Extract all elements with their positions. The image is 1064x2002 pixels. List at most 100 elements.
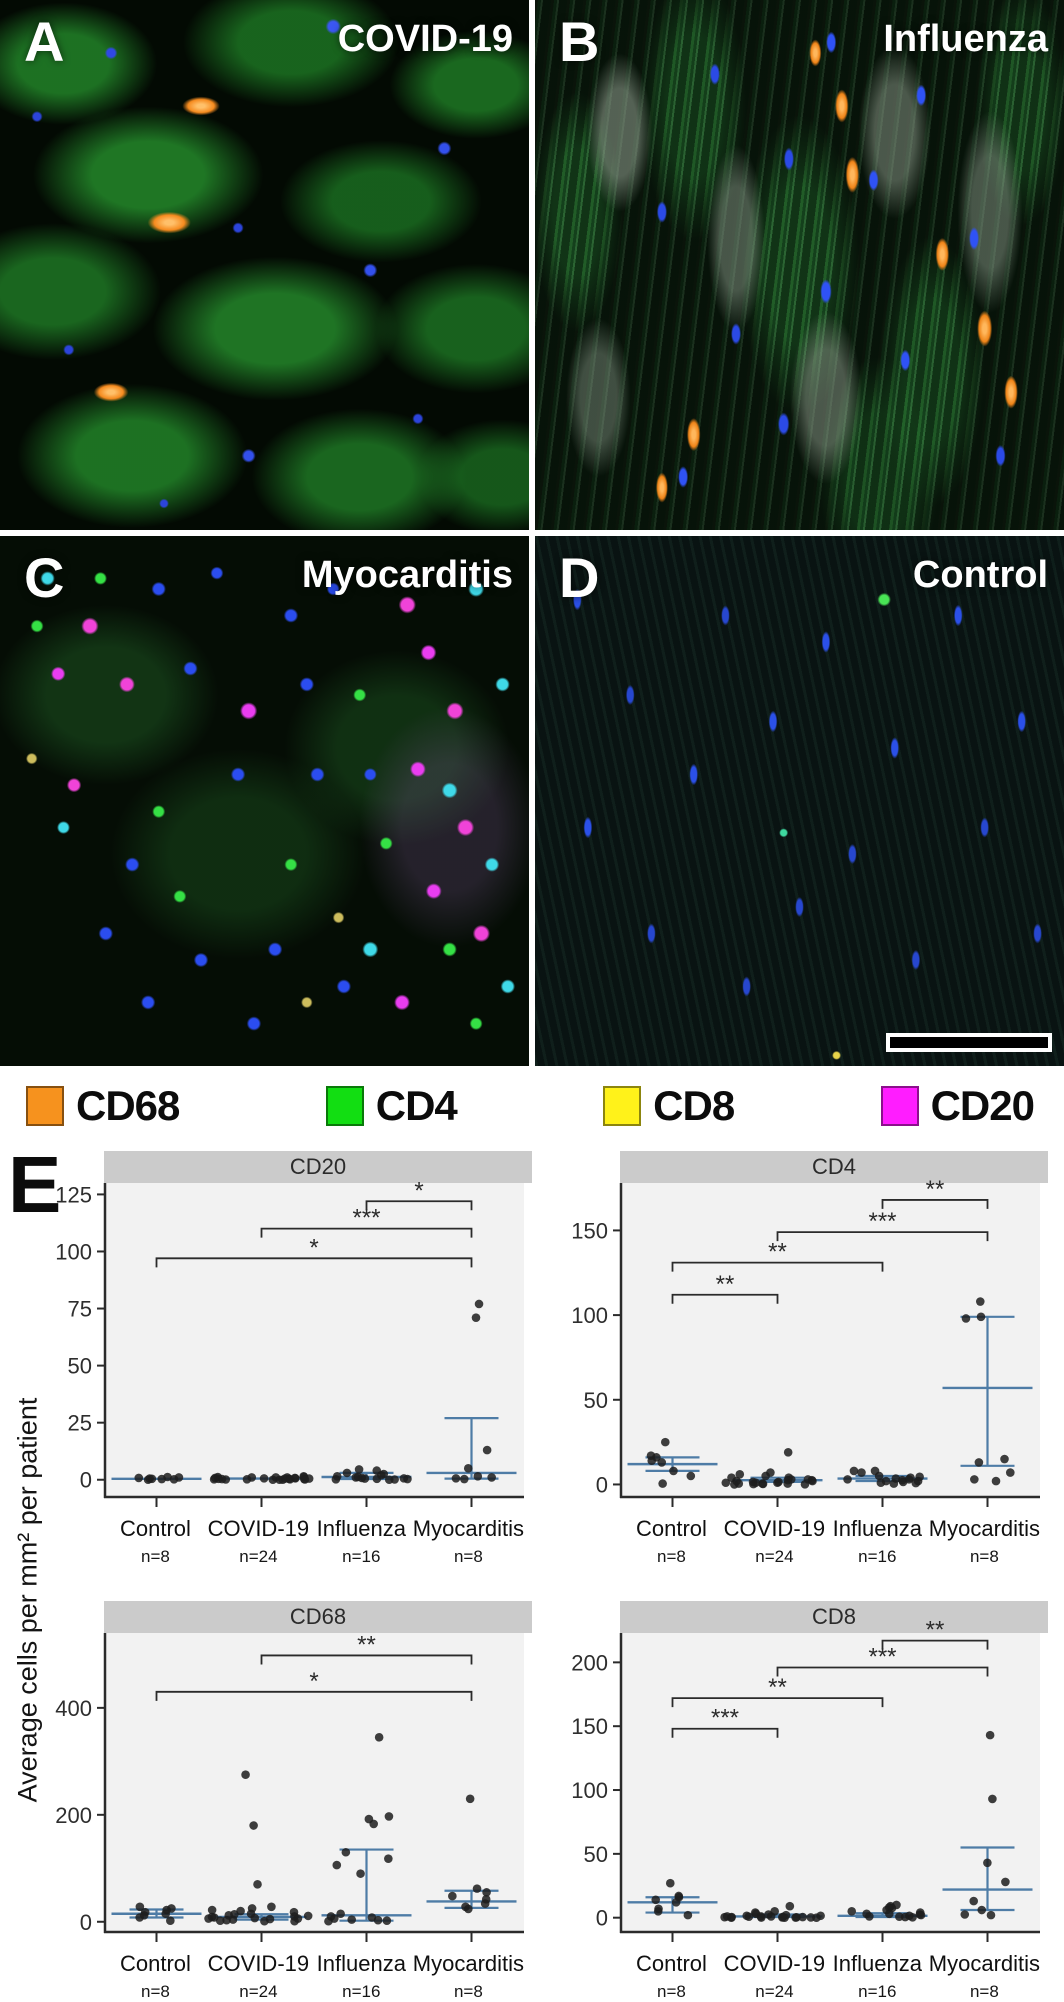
data-point — [324, 1916, 333, 1926]
x-category-n: n=8 — [657, 1547, 686, 1566]
data-point — [347, 1915, 357, 1924]
x-category: Influenza n=16 — [826, 1951, 929, 2002]
microscopy-grid: A COVID-19 B Influenza C Myocarditis D C… — [0, 0, 1064, 1066]
data-point — [290, 1916, 299, 1926]
data-point — [885, 1909, 894, 1919]
y-tick-label: 100 — [55, 1239, 92, 1264]
x-category-n: n=16 — [858, 1982, 897, 2001]
data-point — [660, 1437, 670, 1447]
data-point — [974, 1458, 984, 1467]
y-tick-label: 0 — [80, 1468, 92, 1493]
x-category-label: Myocarditis — [928, 1951, 1041, 1976]
x-category-label: Myocarditis — [412, 1516, 525, 1541]
y-tick-label: 400 — [55, 1696, 92, 1721]
facet-title-cd68: CD68 — [289, 1604, 347, 1629]
data-point — [843, 1475, 852, 1484]
data-point — [985, 1730, 995, 1740]
plot-background — [620, 1183, 1040, 1498]
data-point — [260, 1916, 269, 1926]
x-category: Myocarditis n=8 — [929, 1516, 1040, 1567]
x-category-label: COVID-19 — [207, 1516, 310, 1541]
data-point — [228, 1915, 238, 1924]
significance-label: *** — [868, 1643, 896, 1670]
panel-a-image: A COVID-19 — [0, 0, 529, 530]
data-point — [143, 1475, 153, 1485]
x-category-label: COVID-19 — [207, 1951, 310, 1976]
x-category: Myocarditis n=8 — [929, 1951, 1040, 2002]
data-point — [849, 1466, 859, 1476]
panel-e-charts: E Average cells per mm² per patient CD20… — [0, 1145, 1064, 2002]
significance-bracket — [776, 1231, 989, 1242]
significance-bracket — [881, 1639, 989, 1650]
y-tick-label: 100 — [571, 1778, 608, 1803]
panel-c-image: C Myocarditis — [0, 536, 529, 1066]
cd8-color-swatch — [603, 1085, 642, 1126]
x-category-n: n=16 — [342, 1547, 381, 1566]
cd4-x-axis-labels: Control n=8 COVID-19 n=24 Influenza n=16 Myoca… — [620, 1516, 1040, 1567]
significance-label: * — [309, 1234, 318, 1261]
data-point — [647, 1456, 657, 1466]
facet-title-cd20: CD20 — [289, 1154, 347, 1179]
cd4-legend-label: CD4 — [375, 1081, 458, 1129]
significance-bracket — [155, 1257, 473, 1268]
data-point — [241, 1770, 250, 1780]
x-category-n: n=16 — [342, 1982, 381, 2001]
cd20-x-axis-labels: Control n=8 COVID-19 n=24 Influenza n=16 Myoca… — [104, 1516, 524, 1567]
data-point — [911, 1478, 921, 1488]
data-point — [369, 1819, 378, 1829]
data-point — [908, 1912, 917, 1922]
significance-label: ** — [768, 1674, 787, 1701]
panel-b-image: B Influenza — [535, 0, 1064, 530]
significance-bracket — [260, 1654, 473, 1665]
data-point — [451, 1474, 461, 1483]
facet-strip-cd8: CD8 — [620, 1601, 1048, 1633]
data-point — [278, 1475, 288, 1485]
data-point — [303, 1911, 313, 1921]
x-category-n: n=24 — [755, 1547, 794, 1566]
x-category-n: n=8 — [969, 1982, 999, 2001]
x-category-label: COVID-19 — [723, 1516, 826, 1541]
x-category: COVID-19 n=24 — [723, 1516, 826, 1567]
data-point — [360, 1474, 370, 1483]
data-point — [384, 1812, 394, 1821]
data-point — [986, 1910, 996, 1920]
x-category-n: n=16 — [858, 1547, 897, 1566]
significance-label: ** — [926, 1176, 945, 1203]
data-point — [758, 1479, 768, 1489]
facet-strip-cd4: CD4 — [620, 1151, 1048, 1183]
data-point — [268, 1475, 278, 1485]
data-point — [669, 1466, 678, 1476]
data-point — [207, 1905, 217, 1915]
facet-strip-cd68: CD68 — [104, 1601, 532, 1633]
data-point — [204, 1914, 213, 1923]
data-point — [721, 1478, 731, 1488]
data-point — [898, 1477, 908, 1487]
data-point — [209, 1474, 219, 1484]
data-point — [215, 1916, 225, 1926]
x-category-n: n=8 — [141, 1982, 170, 2001]
x-category: Myocarditis n=8 — [413, 1951, 524, 2002]
x-category: Influenza n=16 — [310, 1951, 413, 2002]
significance-bracket — [881, 1199, 989, 1209]
chart-cd8: CD8 0 50 100 150 200 ** *** ** *** Control n=8 COV… — [570, 1601, 1048, 2002]
data-point — [766, 1912, 776, 1921]
significance-label: * — [309, 1668, 318, 1695]
data-point — [463, 1464, 473, 1473]
y-axis-label: Average cells per mm² per patient — [12, 1397, 43, 1803]
data-point — [384, 1854, 393, 1863]
cd4-color-swatch — [325, 1085, 364, 1126]
data-point — [961, 1314, 971, 1323]
data-point — [976, 1312, 986, 1322]
data-point — [665, 1878, 675, 1888]
data-point — [800, 1479, 810, 1489]
y-tick-label: 50 — [68, 1354, 92, 1379]
x-category-n: n=8 — [969, 1547, 999, 1566]
x-category-label: Control — [636, 1516, 707, 1541]
data-point — [798, 1912, 807, 1922]
data-point — [471, 1313, 481, 1322]
data-point — [331, 1474, 341, 1484]
data-point — [773, 1478, 782, 1488]
